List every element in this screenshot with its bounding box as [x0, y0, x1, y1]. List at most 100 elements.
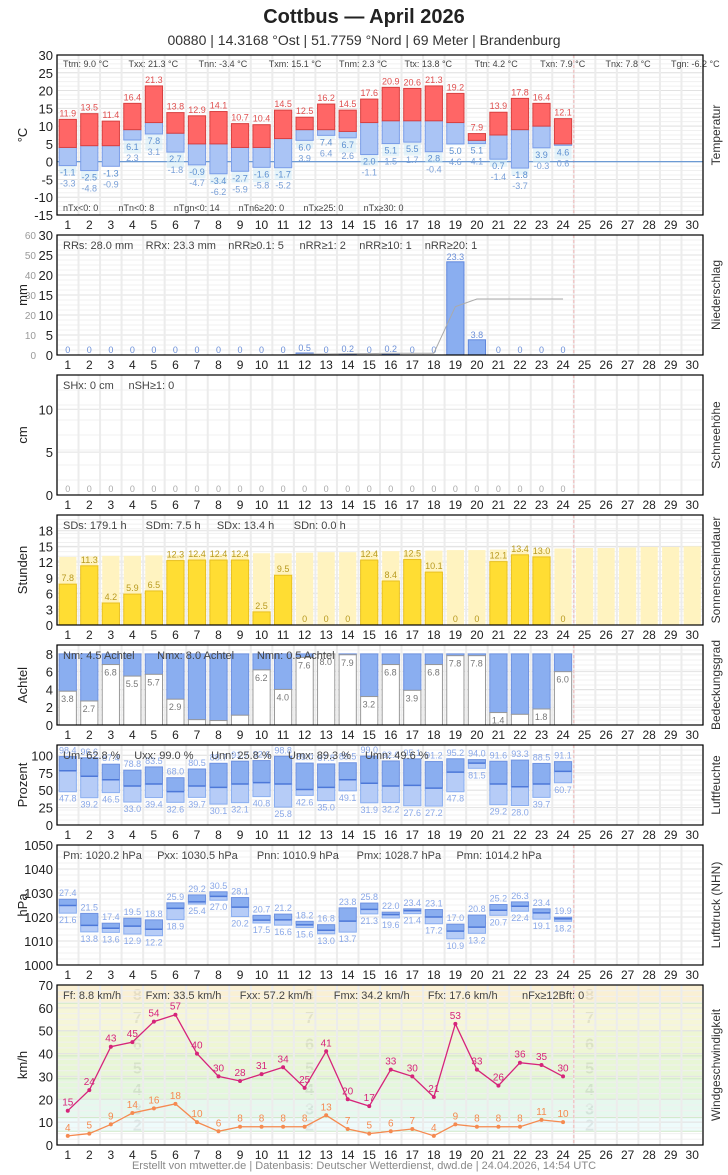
stat-label: Txm: 15.1 °C — [269, 59, 322, 69]
svg-text:0: 0 — [474, 484, 479, 494]
beaufort-label: 4 — [305, 1082, 314, 1099]
x-tick-label: 13 — [319, 828, 333, 842]
svg-text:0: 0 — [173, 484, 178, 494]
svg-text:-0.3: -0.3 — [534, 161, 550, 171]
x-tick-label: 10 — [255, 498, 269, 512]
svg-text:39.2: 39.2 — [81, 800, 99, 810]
temp-bar — [467, 133, 487, 141]
stat-label: Nm: 4.5 Achtel — [63, 650, 135, 662]
luftfeuchte-bar — [467, 762, 487, 769]
svg-text:0: 0 — [87, 345, 92, 355]
svg-text:89.5: 89.5 — [339, 752, 357, 762]
x-tick-label: 16 — [384, 498, 398, 512]
x-tick-label: 23 — [535, 358, 549, 372]
x-tick-label: 17 — [406, 828, 420, 842]
clear-sky-bar — [187, 653, 207, 721]
luftfeuchte-bar — [424, 787, 443, 807]
y-tick-label: 25 — [39, 66, 53, 81]
stat-label: nTn<0: 8 — [118, 203, 154, 213]
x-tick-label: 11 — [277, 218, 290, 232]
y-tick-label: 50 — [39, 783, 53, 798]
stat-label: nTx≥30: 0 — [364, 203, 404, 213]
svg-text:12.9: 12.9 — [124, 936, 142, 946]
y-tick-label: 8 — [46, 647, 53, 662]
svg-text:30: 30 — [557, 1063, 569, 1074]
x-tick-label: 4 — [129, 728, 136, 742]
stat-label: SDn: 0.0 h — [294, 520, 346, 532]
temp-bar — [295, 116, 314, 131]
x-tick-label: 1 — [64, 968, 71, 982]
x-tick-label: 9 — [237, 498, 244, 512]
luftfeuchte-bar — [295, 789, 314, 796]
svg-text:21.6: 21.6 — [59, 915, 77, 925]
svg-text:6: 6 — [216, 1118, 222, 1129]
possible-sunshine-bar — [468, 550, 486, 625]
clear-sky-bar — [553, 653, 573, 673]
x-tick-label: 28 — [642, 218, 656, 232]
svg-text:-1.4: -1.4 — [491, 172, 507, 182]
x-tick-label: 30 — [686, 828, 700, 842]
luftfeuchte-bar — [489, 783, 508, 806]
sunshine-bar — [58, 583, 77, 626]
svg-text:13.0: 13.0 — [533, 546, 551, 556]
x-tick-label: 8 — [215, 498, 222, 512]
x-tick-label: 29 — [664, 968, 678, 982]
svg-text:4.1: 4.1 — [471, 157, 484, 167]
svg-text:41: 41 — [321, 1038, 333, 1049]
y-tick-label: 10 — [39, 1115, 53, 1130]
stat-label: Unn: 25.8 % — [211, 750, 272, 762]
y-tick-label: 15 — [39, 101, 53, 116]
y-tick-label: 4 — [46, 682, 53, 697]
x-tick-label: 1 — [64, 628, 71, 642]
svg-text:40: 40 — [191, 1041, 203, 1052]
svg-text:0: 0 — [453, 484, 458, 494]
x-tick-label: 2 — [86, 628, 93, 642]
svg-text:98.8: 98.8 — [274, 745, 292, 755]
temp-bar — [230, 123, 250, 148]
svg-text:0: 0 — [302, 484, 307, 494]
y-tick-label: 40 — [39, 1047, 53, 1062]
y-tick-label: 25 — [39, 801, 53, 816]
x-tick-label: 3 — [107, 358, 114, 372]
svg-text:98.4: 98.4 — [59, 746, 77, 756]
svg-text:11: 11 — [536, 1107, 547, 1118]
svg-text:0.7: 0.7 — [492, 161, 505, 171]
y-tick-label: 1040 — [24, 862, 53, 877]
svg-text:4: 4 — [65, 1123, 71, 1134]
x-tick-label: 3 — [107, 498, 114, 512]
luftfeuchte-bar — [101, 779, 120, 794]
x-tick-label: 17 — [406, 628, 420, 642]
temp-bar — [80, 113, 99, 147]
x-tick-label: 4 — [129, 968, 136, 982]
x-tick-label: 28 — [642, 828, 656, 842]
y-tick-label: 6 — [46, 587, 53, 602]
stat-label: RRx: 23.3 mm — [146, 240, 216, 252]
y-tick-label: 3 — [46, 602, 53, 617]
x-tick-label: 5 — [151, 628, 158, 642]
beaufort-label: 6 — [305, 1036, 314, 1053]
svg-text:4: 4 — [431, 1123, 437, 1134]
svg-text:17.2: 17.2 — [425, 926, 443, 936]
x-tick-label: 18 — [427, 728, 441, 742]
svg-text:6.4: 6.4 — [320, 148, 333, 158]
svg-text:0: 0 — [345, 614, 350, 624]
possible-sunshine-bar — [296, 552, 314, 625]
x-tick-label: 30 — [686, 358, 700, 372]
x-tick-label: 14 — [341, 498, 355, 512]
beaufort-label: 4 — [133, 1082, 142, 1099]
svg-text:5.1: 5.1 — [471, 146, 484, 156]
luftfeuchte-bar — [273, 783, 293, 808]
svg-text:19.9: 19.9 — [554, 906, 572, 916]
luftfeuchte-bar — [360, 782, 379, 804]
svg-text:-3.7: -3.7 — [512, 181, 528, 191]
temp-bar — [317, 103, 336, 131]
svg-text:11.9: 11.9 — [59, 108, 76, 118]
x-tick-label: 29 — [664, 828, 678, 842]
x-tick-label: 19 — [449, 218, 463, 232]
x-tick-label: 10 — [255, 968, 269, 982]
svg-text:28: 28 — [234, 1068, 246, 1079]
y-tick-secondary: 50 — [25, 251, 37, 262]
svg-text:25.2: 25.2 — [490, 894, 508, 904]
svg-text:10: 10 — [557, 1109, 569, 1120]
